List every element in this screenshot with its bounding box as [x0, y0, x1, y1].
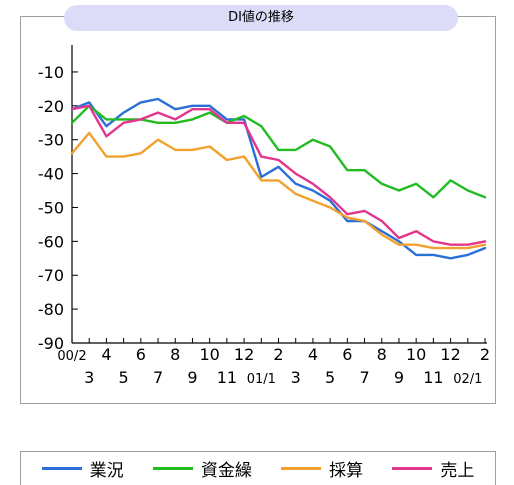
legend-swatch-3 [392, 467, 433, 470]
legend-swatch-1 [152, 467, 193, 470]
x-tick-label: 5 [325, 368, 335, 387]
y-tick-label: -10 [38, 63, 64, 82]
x-tick-label: 2 [480, 345, 490, 364]
series-line-2 [70, 131, 487, 250]
legend-entry-1: 資金繰 [152, 456, 252, 481]
x-tick-label: 5 [119, 368, 129, 387]
legend-label-1: 資金繰 [200, 461, 252, 481]
series-line-1 [70, 104, 487, 199]
x-tick-label: 6 [136, 345, 146, 364]
y-tick-label: -30 [38, 131, 64, 150]
x-tick-label: 2 [273, 345, 283, 364]
x-tick-label: 11 [423, 368, 443, 387]
x-tick-label: 7 [359, 368, 369, 387]
x-tick-label: 8 [170, 345, 180, 364]
series-line-3 [70, 104, 487, 246]
x-tick-label: 4 [308, 345, 318, 364]
x-tick-label: 01/1 [247, 372, 276, 387]
chart-title: DI値の推移 [64, 5, 458, 31]
legend-swatch-0 [41, 467, 82, 470]
legend-swatch-2 [281, 467, 322, 470]
x-tick-label: 02/1 [453, 372, 482, 387]
x-tick-label: 8 [377, 345, 387, 364]
y-tick-label: -50 [38, 198, 64, 217]
legend-entry-2: 採算 [281, 456, 363, 481]
x-tick-label: 12 [440, 345, 460, 364]
legend-entry-0: 業況 [41, 456, 124, 481]
y-tick-label: -60 [38, 232, 64, 251]
x-tick-label: 9 [394, 368, 404, 387]
y-tick-label: -90 [38, 334, 64, 353]
y-tick-label: -70 [38, 266, 64, 285]
legend-label-3: 売上 [440, 461, 475, 481]
legend-label-0: 業況 [89, 461, 124, 481]
legend-entry-3: 売上 [392, 456, 474, 481]
series-line-0 [70, 97, 487, 260]
x-tick-label: 3 [291, 368, 301, 387]
x-tick-label: 00/2 [57, 349, 86, 364]
x-tick-label: 12 [234, 345, 254, 364]
x-tick-label: 11 [217, 368, 237, 387]
x-tick-label: 6 [342, 345, 352, 364]
x-tick-label: 4 [101, 345, 111, 364]
x-tick-label: 9 [187, 368, 197, 387]
y-tick-label: -40 [38, 165, 64, 184]
y-tick-label: -20 [38, 97, 64, 116]
x-tick-label: 10 [406, 345, 426, 364]
legend-label-2: 採算 [329, 461, 364, 481]
y-tick-label: -80 [38, 300, 64, 319]
x-tick-label: 10 [199, 345, 219, 364]
chart-legend: 業況 資金繰 採算 売上 [20, 451, 496, 485]
line-chart: -10-20-30-40-50-60-70-80-9000/2345678910… [38, 45, 490, 387]
x-tick-label: 7 [153, 368, 163, 387]
x-tick-label: 3 [84, 368, 94, 387]
